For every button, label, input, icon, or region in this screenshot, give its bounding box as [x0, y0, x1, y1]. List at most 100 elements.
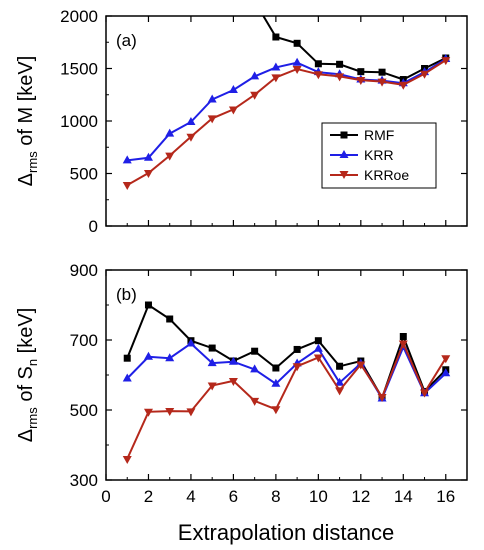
b-series-line-rmf: [126, 303, 447, 401]
a-point-rmf: [357, 68, 365, 76]
b-point-krr: [143, 351, 153, 360]
b-plot-frame: [105, 269, 468, 481]
b-point-krr: [228, 356, 238, 365]
legend-item-krroe: KRRoe: [330, 167, 409, 183]
a-point-krroe: [143, 169, 153, 178]
b-point-rmf: [336, 362, 344, 370]
b-point-krroe: [271, 406, 281, 415]
a-series-line-rmf: [262, 16, 447, 81]
b-point-krr: [335, 377, 345, 386]
a-ylabel: Δrms of M [keV]: [15, 56, 40, 187]
legend-triangle-up-marker: [339, 150, 349, 158]
b-point-krr: [186, 338, 196, 347]
legend-label-rmf: RMF: [364, 127, 394, 143]
a-point-krroe: [377, 78, 387, 87]
b-point-rmf: [123, 354, 131, 362]
b-point-rmf: [166, 315, 174, 323]
b-point-rmf: [293, 345, 301, 353]
legend-square-marker: [340, 131, 348, 139]
a-panel-label: (a): [116, 31, 137, 50]
b-point-krroe: [228, 377, 238, 386]
b-panel-label: (b): [116, 285, 137, 304]
a-point-krroe: [186, 133, 196, 142]
b-xtick-label: 16: [436, 487, 455, 506]
a-point-krr: [186, 117, 196, 126]
a-point-krroe: [165, 152, 175, 161]
b-point-krroe: [420, 389, 430, 398]
b-xlabel: Extrapolation distance: [178, 520, 394, 545]
b-point-krroe: [143, 408, 153, 417]
b-point-krroe: [356, 361, 366, 370]
chart-panel-a: 0 500 1000 1500 2000 (a) Δrms of M [keV] RMF…: [15, 0, 468, 236]
b-point-rmf: [144, 301, 152, 309]
b-point-krroe: [165, 408, 175, 417]
a-point-krroe: [398, 81, 408, 90]
a-point-krr: [271, 62, 281, 71]
a-point-krroe: [228, 106, 238, 115]
b-point-rmf: [251, 347, 259, 355]
legend-label-krr: KRR: [364, 147, 394, 163]
a-point-krroe: [420, 70, 430, 79]
b-ytick-label: 900: [70, 261, 98, 280]
legend-item-krr: KRR: [330, 147, 394, 163]
a-series-line-krroe: [126, 59, 447, 186]
a-ytick-label: 1000: [60, 112, 98, 131]
a-point-krroe: [356, 77, 366, 86]
b-point-krr: [441, 368, 451, 377]
a-point-krroe: [250, 91, 260, 100]
a-series: [122, 0, 451, 191]
b-point-krroe: [313, 354, 323, 363]
b-point-krr: [250, 364, 260, 373]
b-series: [122, 301, 451, 464]
b-ytick-label: 300: [70, 471, 98, 490]
b-point-rmf: [399, 333, 407, 340]
a-ytick-label: 1500: [60, 60, 98, 79]
b-point-krroe: [292, 363, 302, 372]
b-xtick-label: 0: [101, 487, 110, 506]
a-series-line-krr: [127, 58, 447, 162]
b-ylabel: Δrms of Sn [keV]: [15, 308, 40, 443]
a-point-krr: [143, 152, 153, 161]
b-point-krroe: [122, 456, 132, 464]
b-point-krroe: [377, 394, 387, 403]
a-point-rmf: [314, 60, 322, 68]
a-ytick-label: 2000: [60, 7, 98, 26]
b-xtick-label: 6: [229, 487, 238, 506]
a-point-krroe: [441, 57, 451, 66]
b-point-krroe: [398, 340, 408, 349]
b-series-line-krroe: [126, 340, 447, 460]
a-point-rmf: [272, 33, 280, 41]
a-point-krr: [292, 57, 302, 66]
b-point-krroe: [441, 355, 451, 364]
a-plot-frame: [105, 15, 468, 227]
a-point-krr: [165, 128, 175, 137]
b-point-krr: [165, 353, 175, 362]
b-xtick-label: 10: [309, 487, 328, 506]
b-ytick-label: 500: [70, 401, 98, 420]
b-point-rmf: [208, 344, 216, 352]
a-point-krroe: [207, 115, 217, 124]
b-point-krr: [207, 358, 217, 367]
a-point-krroe: [271, 74, 281, 83]
b-point-krroe: [335, 387, 345, 396]
a-ytick-label: 500: [70, 165, 98, 184]
a-point-krr: [228, 85, 238, 94]
b-xtick-label: 8: [271, 487, 280, 506]
a-point-rmf: [251, 0, 258, 5]
a-point-krr: [122, 155, 132, 164]
b-xtick-label: 2: [144, 487, 153, 506]
a-point-rmf: [293, 39, 301, 47]
b-point-krr: [122, 373, 132, 382]
legend-item-rmf: RMF: [330, 127, 394, 143]
a-point-krroe: [292, 66, 302, 75]
b-xtick-label: 4: [186, 487, 195, 506]
a-point-rmf: [336, 60, 344, 68]
b-xtick-label: 12: [351, 487, 370, 506]
a-point-krr: [250, 71, 260, 80]
b-ticks: 0 2 4 6 8 10 12 14 16 300 500 700 900: [70, 261, 467, 506]
a-ticks: 0 500 1000 1500 2000: [60, 7, 467, 236]
b-point-rmf: [314, 337, 322, 345]
legend: RMF KRR KRRoe: [321, 122, 437, 189]
a-point-rmf: [378, 68, 386, 76]
